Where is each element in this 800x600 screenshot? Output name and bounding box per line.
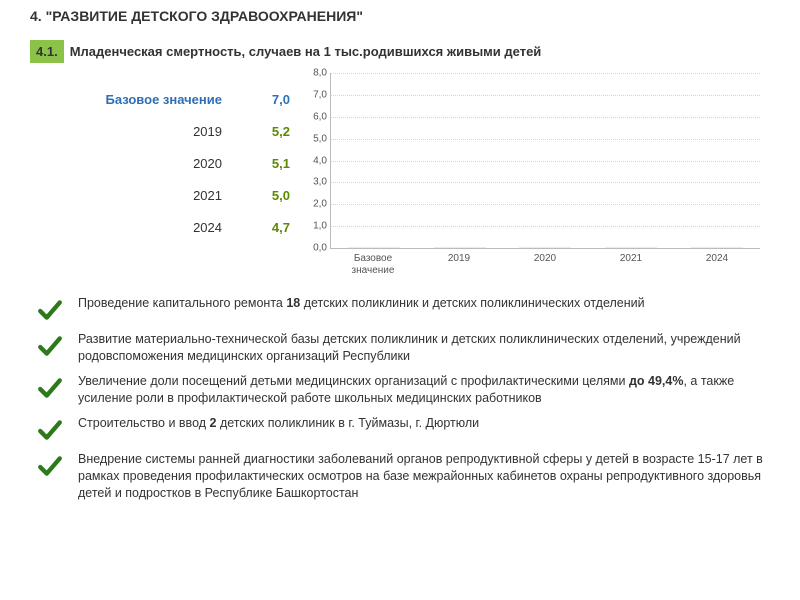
bullet-list: Проведение капитального ремонта 18 детск… <box>30 295 770 502</box>
value-number: 7,0 <box>250 92 290 107</box>
y-tick-label: 1,0 <box>301 221 327 232</box>
x-tick-label: 2019 <box>427 251 491 283</box>
x-tick-label: 2024 <box>685 251 749 283</box>
value-label: Базовое значение <box>106 92 223 107</box>
check-icon <box>30 373 70 401</box>
bar-slot <box>605 247 657 248</box>
subsection-title: Младенческая смертность, случаев на 1 ты… <box>70 44 542 59</box>
value-row: 2024 4,7 <box>30 211 290 243</box>
page: 4. "РАЗВИТИЕ ДЕТСКОГО ЗДРАВООХРАНЕНИЯ" 4… <box>0 0 800 600</box>
bullet-text: Строительство и ввод 2 детских поликлини… <box>70 415 770 432</box>
y-tick-label: 6,0 <box>301 111 327 122</box>
bullet-text: Развитие материально-технической базы де… <box>70 331 770 365</box>
check-icon <box>30 415 70 443</box>
bullet-item: Проведение капитального ремонта 18 детск… <box>30 295 770 323</box>
section-header: 4. "РАЗВИТИЕ ДЕТСКОГО ЗДРАВООХРАНЕНИЯ" <box>30 8 770 24</box>
x-tick-label: 2020 <box>513 251 577 283</box>
bullet-text: Внедрение системы ранней диагностики заб… <box>70 451 770 502</box>
subsection-header: 4.1. Младенческая смертность, случаев на… <box>30 40 770 63</box>
value-table: Базовое значение 7,0 2019 5,2 2020 5,1 2021 5,0… <box>30 73 290 283</box>
y-tick-label: 2,0 <box>301 199 327 210</box>
bar-slot <box>348 247 400 248</box>
bar-chart: 0,01,02,03,04,05,06,07,08,0 Базовое знач… <box>290 73 770 283</box>
bullet-item: Строительство и ввод 2 детских поликлини… <box>30 415 770 443</box>
bullet-item: Внедрение системы ранней диагностики заб… <box>30 451 770 502</box>
top-row: Базовое значение 7,0 2019 5,2 2020 5,1 2021 5,0… <box>30 73 770 283</box>
x-tick-label: 2021 <box>599 251 663 283</box>
value-label: 2020 <box>193 156 222 171</box>
bars-container <box>331 73 760 248</box>
value-number: 5,1 <box>250 156 290 171</box>
y-tick-label: 0,0 <box>301 243 327 254</box>
check-icon <box>30 451 70 479</box>
x-tick-label: Базовое значение <box>341 251 405 283</box>
bullet-item: Увеличение доли посещений детьми медицин… <box>30 373 770 407</box>
subsection-badge: 4.1. <box>30 40 64 63</box>
bullet-text: Увеличение доли посещений детьми медицин… <box>70 373 770 407</box>
bar <box>434 247 486 248</box>
value-row: 2020 5,1 <box>30 147 290 179</box>
bar <box>691 247 743 248</box>
bullet-item: Развитие материально-технической базы де… <box>30 331 770 365</box>
check-icon <box>30 331 70 359</box>
bullet-text: Проведение капитального ремонта 18 детск… <box>70 295 770 312</box>
value-row: 2019 5,2 <box>30 115 290 147</box>
bar <box>519 247 571 248</box>
y-tick-label: 4,0 <box>301 155 327 166</box>
bar <box>605 247 657 248</box>
bar-slot <box>519 247 571 248</box>
bar-slot <box>434 247 486 248</box>
y-tick-label: 7,0 <box>301 89 327 100</box>
value-row: Базовое значение 7,0 <box>30 83 290 115</box>
value-number: 4,7 <box>250 220 290 235</box>
bar-slot <box>691 247 743 248</box>
y-tick-label: 5,0 <box>301 133 327 144</box>
y-tick-label: 3,0 <box>301 177 327 188</box>
check-icon <box>30 295 70 323</box>
value-label: 2019 <box>193 124 222 139</box>
bar <box>348 247 400 248</box>
value-row: 2021 5,0 <box>30 179 290 211</box>
y-tick-label: 8,0 <box>301 68 327 79</box>
value-number: 5,0 <box>250 188 290 203</box>
value-label: 2024 <box>193 220 222 235</box>
value-number: 5,2 <box>250 124 290 139</box>
value-label: 2021 <box>193 188 222 203</box>
